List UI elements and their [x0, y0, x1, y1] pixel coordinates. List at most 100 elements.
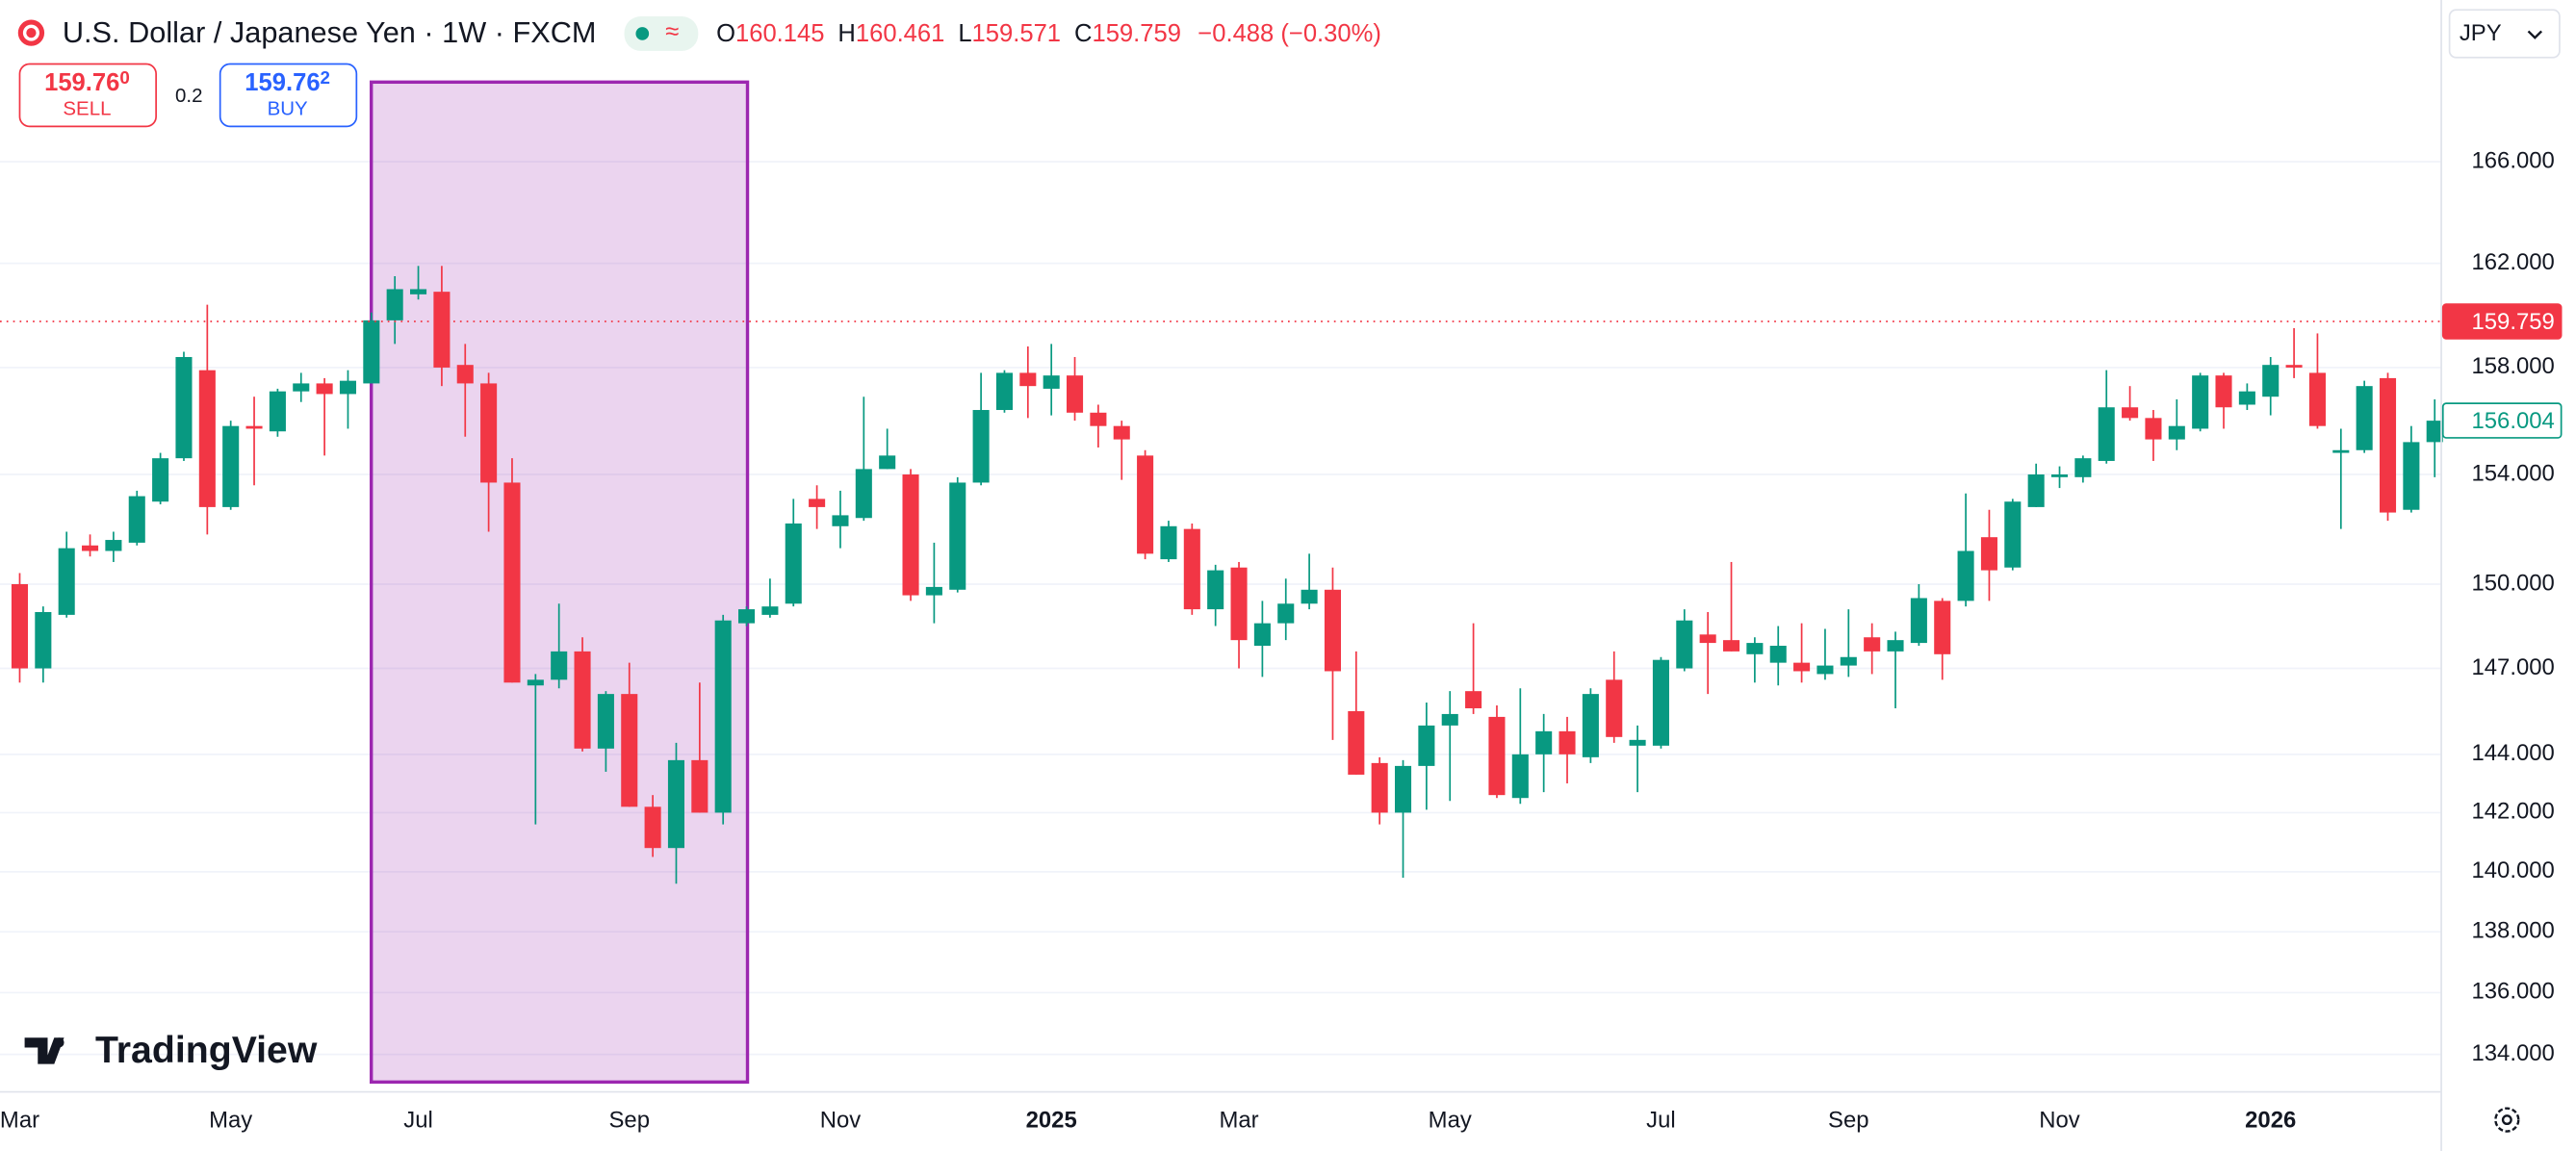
x-tick-label: Nov	[2039, 1108, 2080, 1134]
candle-body	[35, 611, 52, 669]
candle-body	[1582, 694, 1599, 757]
x-tick-label: May	[209, 1108, 252, 1134]
ohlc-label: O	[716, 20, 735, 47]
y-tick-label: 138.000	[2471, 918, 2554, 944]
candle-body	[879, 455, 896, 470]
candle-body	[2050, 474, 2069, 477]
candle-body	[574, 651, 591, 749]
y-tick-label: 142.000	[2471, 799, 2554, 825]
chevron	[2527, 30, 2543, 39]
y-tick-label: 134.000	[2471, 1040, 2554, 1066]
candle-body	[1980, 537, 1997, 571]
candle-body	[925, 586, 942, 596]
x-tick-label: Sep	[609, 1108, 650, 1134]
candle-body	[316, 383, 333, 395]
candle-body	[1090, 412, 1107, 426]
sell-box[interactable]	[18, 63, 157, 128]
candle-body	[1722, 640, 1740, 652]
candle-body	[1488, 716, 1506, 796]
candle-body	[82, 545, 99, 551]
ohlc-value: 159.571	[972, 20, 1061, 47]
candle-body	[1535, 730, 1553, 755]
x-tick-label: Jul	[403, 1108, 433, 1134]
candle-body	[2192, 375, 2209, 429]
candle-body	[222, 425, 240, 507]
candle-body	[597, 694, 614, 749]
x-tick-label: May	[1429, 1108, 1472, 1134]
candle-body	[1957, 550, 1974, 601]
ohlc-value: 159.759	[1092, 20, 1180, 47]
settings-button[interactable]	[2494, 1107, 2520, 1133]
candle-body	[2145, 418, 2162, 440]
candle-body	[58, 548, 75, 615]
candle-body	[175, 356, 193, 459]
x-tick-label: Jul	[1646, 1108, 1676, 1134]
ohlc-label: L	[958, 20, 971, 47]
candle-body	[11, 584, 29, 669]
currency-box[interactable]	[2448, 9, 2561, 59]
candle-body	[2332, 449, 2350, 453]
candle-body	[2262, 365, 2280, 397]
gear-outer[interactable]	[2494, 1107, 2520, 1133]
candle-body	[644, 806, 661, 849]
brand-logo[interactable]: TradingView	[24, 1029, 318, 1071]
ohlc-label: C	[1074, 20, 1092, 47]
candle-body	[1511, 754, 1529, 799]
highlight-box	[369, 80, 750, 1085]
candle-body	[995, 372, 1013, 411]
x-tick-label: Nov	[820, 1108, 862, 1134]
candle-body	[551, 651, 568, 680]
candle-body	[2122, 407, 2139, 419]
flag-jp-dot	[26, 28, 37, 38]
candle-body	[386, 289, 403, 320]
buy-box[interactable]	[219, 63, 358, 128]
buy-button[interactable]: 159.762 BUY	[219, 63, 358, 128]
candle-body	[2098, 407, 2115, 461]
candle-body	[1606, 679, 1623, 737]
candle-body	[1348, 710, 1365, 775]
ohlc-label: H	[837, 20, 855, 47]
candle-body	[293, 383, 310, 392]
candle-body	[691, 759, 708, 813]
sell-price: 159.760	[44, 67, 130, 96]
candle-body	[363, 320, 380, 384]
candle-body	[339, 380, 357, 395]
sell-button[interactable]: 159.760 SELL	[18, 63, 157, 128]
y-tick-label: 140.000	[2471, 857, 2554, 883]
currency-dropdown[interactable]: JPY	[2448, 9, 2561, 59]
candle-body	[1746, 643, 1764, 654]
symbol-title[interactable]: U.S. Dollar / Japanese Yen · 1W · FXCM	[63, 15, 597, 49]
candle-body	[2308, 372, 2326, 426]
y-tick-label: 166.000	[2471, 147, 2554, 173]
buy-price-pip: 2	[321, 67, 330, 88]
candle-body	[1934, 601, 1951, 654]
brand-icon	[24, 1037, 64, 1064]
candle-body	[1441, 713, 1458, 726]
candle-body	[785, 523, 802, 604]
candle-body	[1418, 725, 1435, 766]
candle-body	[738, 609, 756, 624]
candle-body	[269, 391, 286, 432]
candle-body	[2215, 375, 2232, 408]
candle-body	[152, 458, 169, 502]
candle-body	[1910, 598, 1927, 644]
candle-body	[667, 759, 685, 849]
y-tick-label: 144.000	[2471, 740, 2554, 766]
price-tag	[2441, 402, 2563, 439]
ohlc-value: 160.461	[856, 20, 944, 47]
candle-body	[433, 292, 451, 368]
candle-body	[2379, 377, 2397, 513]
y-tick-label: 162.000	[2471, 249, 2554, 275]
market-open-dot	[635, 27, 650, 40]
y-tick-label: 136.000	[2471, 979, 2554, 1005]
price-tag-label: 159.759	[2471, 309, 2554, 335]
candle-body	[1019, 372, 1037, 387]
candle-body	[2238, 391, 2255, 405]
candle-body	[1394, 765, 1412, 813]
brand-icon-dot	[54, 1037, 64, 1048]
candle-body	[105, 540, 122, 551]
status-pill[interactable]	[624, 16, 699, 51]
candle-body	[1793, 662, 1811, 672]
